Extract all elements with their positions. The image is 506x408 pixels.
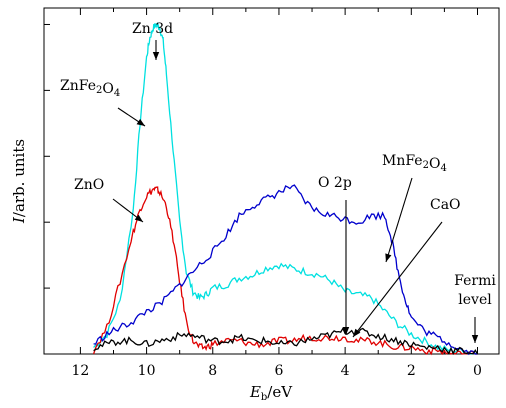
x-tick-label: 2 [407, 363, 416, 379]
x-tick-label: 8 [208, 363, 217, 379]
y-axis-label: I/arb. units [10, 139, 28, 224]
x-tick-label: 4 [341, 363, 350, 379]
y-axis-ticks [44, 23, 50, 289]
x-tick-label: 0 [473, 363, 482, 379]
x-tick-label: 6 [274, 363, 283, 379]
znfe2o4-arrow [117, 107, 146, 127]
series-group [92, 21, 479, 356]
annotation-label-fermi: Fermi [454, 273, 496, 289]
fermi-arrow [471, 317, 479, 343]
x-tick-label: 10 [138, 363, 156, 379]
annotation-labels: Zn 3d ZnFe2O4 ZnO O 2p MnFe2O4 CaO Fermi level [60, 21, 496, 308]
x-axis-ticks: 12 10 8 6 4 2 0 [71, 8, 482, 379]
series-line-cao [93, 326, 479, 356]
annotation-label-znfe2o4: ZnFe2O4 [60, 78, 120, 99]
plot-frame [43, 7, 500, 355]
series-line-znfe2o4 [93, 21, 478, 355]
x-axis-label: Eb/eV [249, 383, 293, 403]
zn3d-arrow [152, 40, 160, 60]
annotation-label-zn3d: Zn 3d [132, 21, 173, 37]
cao-arrow [352, 221, 443, 338]
mnfe2o4-arrow [385, 177, 413, 263]
o2p-arrow [342, 200, 350, 335]
annotation-label-cao: CaO [430, 197, 461, 213]
annotation-label-fermi: level [458, 292, 492, 308]
annotation-label-zno: ZnO [74, 177, 104, 193]
x-tick-label: 12 [71, 363, 89, 379]
annotation-label-mnfe2o4: MnFe2O4 [382, 153, 447, 174]
series-line-zno [92, 186, 478, 356]
annotation-label-o2p: O 2p [318, 175, 352, 191]
series-line-mnfe2o4 [93, 184, 478, 356]
annotation-arrows [112, 40, 479, 343]
zno-arrow [112, 198, 144, 223]
